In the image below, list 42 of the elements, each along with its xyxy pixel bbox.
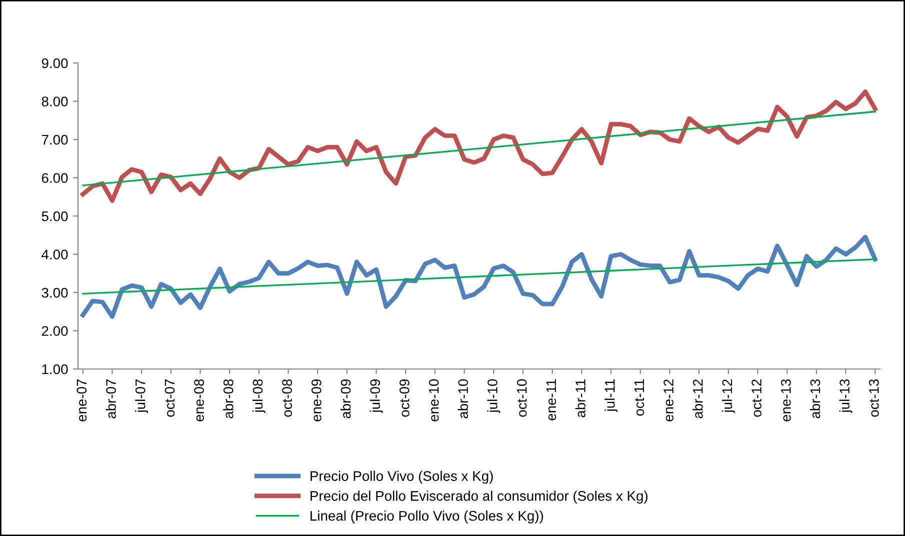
x-tick-label: oct-09 [400, 379, 410, 417]
x-tick-label: abr-13 [810, 379, 820, 418]
y-tick-label: 1.00 [42, 364, 68, 374]
y-tick-label: 4.00 [42, 250, 68, 260]
x-tick-label: oct-13 [869, 379, 879, 417]
x-tick-label: abr-10 [458, 379, 468, 418]
legend-label: Precio Pollo Vivo (Soles x Kg) [310, 470, 493, 484]
x-tick-label: ene-10 [428, 379, 439, 422]
y-tick-label: 2.00 [42, 326, 68, 336]
y-tick-label: 9.00 [42, 58, 68, 68]
x-tick-label: ene-12 [664, 379, 674, 422]
x-tick-label: abr-09 [340, 379, 351, 418]
x-tick-label: ene-09 [312, 379, 322, 422]
x-tick-label: jul-08 [252, 379, 266, 414]
x-tick-label: jul-09 [370, 379, 383, 414]
x-tick-label: jul-10 [487, 379, 500, 414]
x-tick-label: jul-11 [604, 379, 618, 412]
x-tick-label: oct-08 [282, 379, 292, 417]
x-tick-label: jul-13 [839, 379, 852, 414]
x-tick-label: oct-12 [752, 379, 762, 417]
x-tick-label: abr-08 [223, 379, 234, 418]
line-series [80, 89, 878, 203]
x-tick-label: jul-12 [722, 379, 735, 414]
line-series [80, 234, 878, 319]
x-tick-label: abr-11 [575, 379, 586, 418]
x-tick-label: abr-07 [106, 379, 116, 418]
y-tick-label: 3.00 [42, 288, 68, 298]
y-tick-label: 5.00 [42, 211, 68, 222]
x-tick-label: ene-07 [76, 379, 87, 422]
legend-label: Precio del Pollo Eviscerado al consumidor (Soles x Kg) [310, 490, 648, 504]
legend-label: Lineal (Precio Pollo Vivo (Soles x Kg)) [310, 510, 544, 524]
x-tick-label: ene-13 [780, 379, 791, 422]
x-tick-label: jul-07 [135, 379, 148, 414]
x-tick-label: oct-07 [164, 379, 175, 417]
x-tick-label: ene-08 [194, 379, 204, 422]
x-tick-label: abr-12 [692, 379, 703, 418]
y-tick-label: 7.00 [42, 134, 68, 145]
y-tick-label: 6.00 [42, 173, 68, 183]
x-tick-label: oct-10 [516, 379, 527, 417]
y-tick-label: 8.00 [42, 96, 68, 106]
x-tick-label: ene-11 [546, 379, 556, 420]
x-tick-label: oct-11 [634, 379, 644, 416]
